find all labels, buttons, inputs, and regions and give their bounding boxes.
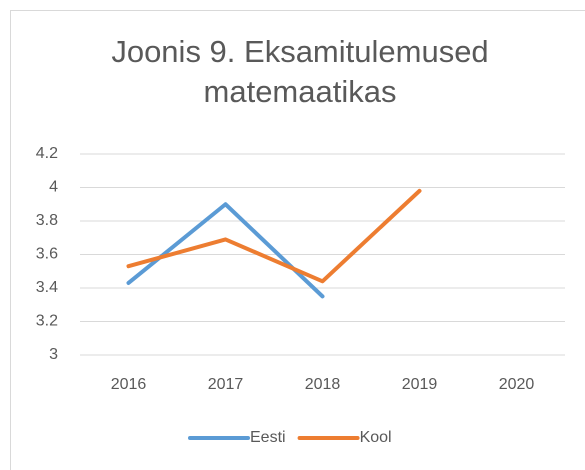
y-tick-label: 4: [49, 179, 58, 196]
y-tick-label: 3: [49, 346, 58, 363]
x-tick-label: 2016: [111, 376, 147, 393]
y-tick-label: 4.2: [36, 145, 58, 162]
legend-label: Eesti: [250, 429, 286, 446]
y-tick-label: 3.2: [36, 313, 58, 330]
legend-label: Kool: [360, 429, 392, 446]
x-tick-label: 2017: [208, 376, 244, 393]
y-tick-label: 3.8: [36, 212, 58, 229]
x-tick-label: 2018: [305, 376, 341, 393]
chart-title: Joonis 9. Eksamitulemused matemaatikas: [111, 34, 489, 109]
x-tick-label: 2019: [402, 376, 438, 393]
series-line: [126, 202, 325, 299]
y-tick-label: 3.4: [36, 279, 58, 296]
chart-border: [10, 10, 585, 470]
x-tick-label: 2020: [499, 376, 535, 393]
series-line: [126, 188, 422, 284]
y-tick-label: 3.6: [36, 246, 58, 263]
